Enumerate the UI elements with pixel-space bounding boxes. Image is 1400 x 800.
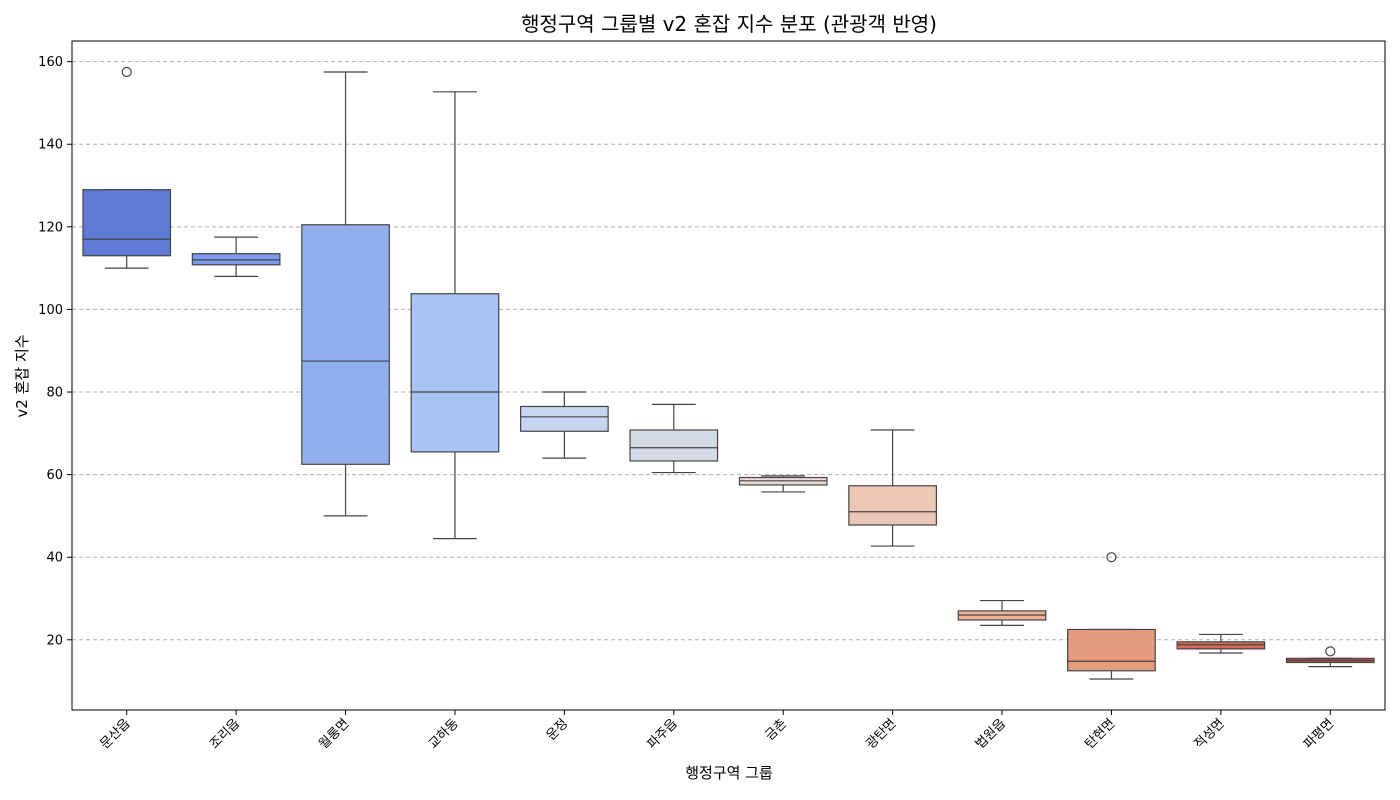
iqr-box — [301, 224, 390, 465]
grid-lines — [72, 61, 1385, 641]
iqr-box — [1067, 628, 1156, 672]
x-tick-label: 교하동 — [426, 716, 462, 752]
box-group-파평면 — [1285, 646, 1375, 668]
x-tick-label: 탄현면 — [1082, 716, 1118, 752]
y-tick-label: 40 — [46, 551, 63, 566]
outlier-point — [121, 66, 132, 78]
box-group-금촌 — [738, 475, 828, 493]
box-group-월롱면 — [301, 71, 390, 517]
box-group-법원읍 — [957, 599, 1047, 626]
iqr-box — [191, 253, 281, 266]
y-tick-label: 100 — [38, 303, 63, 318]
x-axis-ticks: 문산읍 조리읍 월롱면 교하동 운정 파주읍 금촌 광탄면 법원읍 탄현면 적성면 파평면 — [98, 710, 1337, 752]
box-group-교하동 — [410, 91, 500, 540]
iqr-box — [629, 429, 719, 462]
box-group-적성면 — [1176, 633, 1266, 654]
y-tick-label: 140 — [38, 138, 63, 153]
box-group-광탄면 — [848, 429, 937, 547]
y-axis-ticks: 20 40 60 80 100 120 140 160 — [38, 55, 72, 648]
x-tick-label: 조리읍 — [207, 716, 243, 752]
y-tick-label: 120 — [38, 220, 63, 235]
y-tick-label: 160 — [38, 55, 63, 70]
y-tick-label: 60 — [46, 468, 63, 483]
x-tick-label: 광탄면 — [863, 716, 899, 752]
box-series — [82, 66, 1375, 680]
y-tick-label: 80 — [46, 386, 63, 401]
x-tick-label: 적성면 — [1192, 716, 1228, 752]
iqr-box — [410, 293, 500, 453]
iqr-box — [1176, 641, 1266, 650]
iqr-box — [520, 405, 609, 432]
outlier-point — [1325, 646, 1336, 657]
box-group-운정 — [520, 391, 609, 459]
box-group-문산읍 — [82, 66, 172, 269]
x-tick-label: 파평면 — [1301, 716, 1337, 752]
box-group-탄현면 — [1067, 552, 1156, 680]
x-tick-label: 파주읍 — [645, 716, 681, 752]
x-tick-label: 문산읍 — [98, 716, 134, 752]
iqr-box — [848, 485, 937, 526]
iqr-box — [82, 189, 172, 257]
x-tick-label: 법원읍 — [973, 716, 1009, 752]
box-group-조리읍 — [191, 236, 281, 277]
x-tick-label: 월롱면 — [316, 716, 352, 752]
outlier-point — [1106, 552, 1117, 563]
box-group-파주읍 — [629, 403, 719, 474]
plot-frame — [71, 40, 1386, 711]
x-axis-label: 행정구역 그룹 — [685, 764, 773, 782]
y-tick-label: 20 — [46, 633, 63, 648]
x-tick-label: 금촌 — [763, 716, 791, 744]
x-tick-label: 운정 — [544, 716, 572, 744]
y-axis-label: v2 혼잡 지수 — [13, 334, 31, 417]
chart-title: 행정구역 그룹별 v2 혼잡 지수 분포 (관광객 반영) — [521, 12, 937, 36]
